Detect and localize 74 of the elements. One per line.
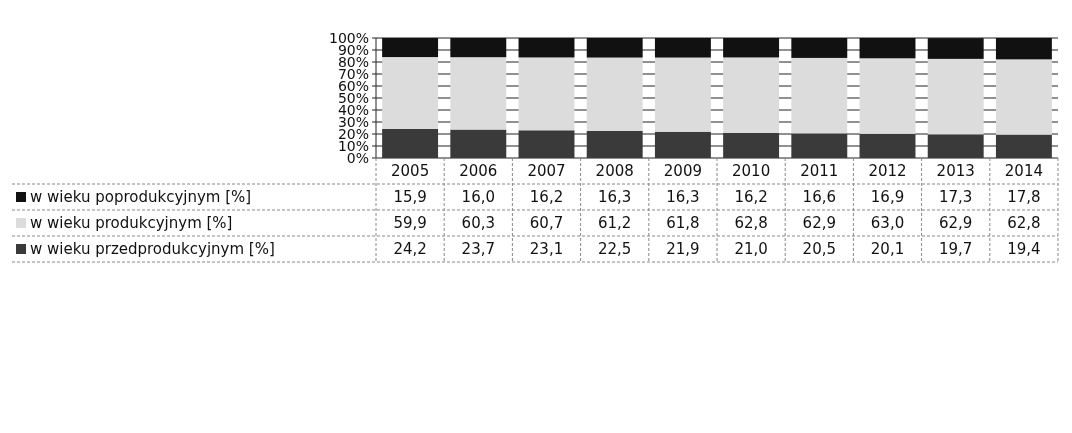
bar [927,38,984,59]
bar [382,128,439,158]
bar [927,58,984,135]
bar [927,134,984,158]
x-tick-label: 2008 [595,162,634,181]
data-label: 59,9 [393,214,427,233]
data-label: 61,8 [666,214,700,233]
bar [723,38,780,58]
bar [723,132,780,158]
data-label: 16,6 [802,188,836,207]
x-tick-label: 2005 [391,162,430,181]
bar [859,133,916,158]
data-label: 16,0 [461,188,495,207]
bar [859,38,916,59]
data-label: 15,9 [393,188,427,207]
bar [859,58,916,134]
data-label: 62,8 [1007,214,1041,233]
legend-label: w wieku poprodukcyjnym [%] [30,188,252,207]
x-tick-label: 2007 [527,162,566,181]
data-label: 16,3 [598,188,632,207]
data-label: 63,0 [870,214,905,233]
data-label: 16,2 [734,188,768,207]
bar [791,133,848,158]
data-label: 21,9 [666,240,700,259]
x-tick-label: 2009 [663,162,702,181]
data-label: 20,5 [802,240,836,259]
data-label: 17,8 [1007,188,1041,207]
bar [518,57,575,131]
bar [995,59,1052,135]
data-label: 61,2 [598,214,632,233]
x-tick-label: 2013 [936,162,975,181]
bar [450,57,507,130]
bar [654,57,711,132]
data-label: 16,2 [529,188,564,207]
x-tick-label: 2014 [1004,162,1043,181]
bar [586,131,643,158]
bar [382,38,439,58]
bar [791,38,848,58]
bar [518,38,575,58]
bar [654,131,711,158]
bar [791,57,848,134]
legend-label: w wieku przedprodukcyjnym [%] [30,240,275,259]
data-label: 60,3 [461,214,495,233]
data-label: 19,7 [939,240,973,259]
bar [723,57,780,133]
bar [586,57,643,131]
data-label: 22,5 [598,240,632,259]
x-tick-label: 2006 [459,162,498,181]
data-label: 23,7 [461,240,495,259]
x-tick-label: 2012 [868,162,907,181]
data-label: 62,9 [802,214,836,233]
bar [518,130,575,158]
x-tick-label: 2011 [800,162,839,181]
x-tick-label: 2010 [732,162,771,181]
bar [995,38,1052,60]
data-label: 62,9 [939,214,973,233]
data-label: 24,2 [393,240,427,259]
data-label: 19,4 [1007,240,1041,259]
bar [654,38,711,58]
bar [586,38,643,58]
bar [995,134,1052,158]
y-tick-label: 100% [328,29,369,46]
data-label: 23,1 [529,240,564,259]
legend-label: w wieku produkcyjnym [%] [30,214,233,233]
data-label: 21,0 [734,240,768,259]
data-label: 20,1 [870,240,905,259]
bar [450,129,507,158]
data-label: 16,9 [870,188,905,207]
data-label: 62,8 [734,214,768,233]
bar [450,38,507,58]
data-label: 17,3 [939,188,973,207]
data-label: 16,3 [666,188,700,207]
bar [382,57,439,129]
data-label: 60,7 [529,214,564,233]
